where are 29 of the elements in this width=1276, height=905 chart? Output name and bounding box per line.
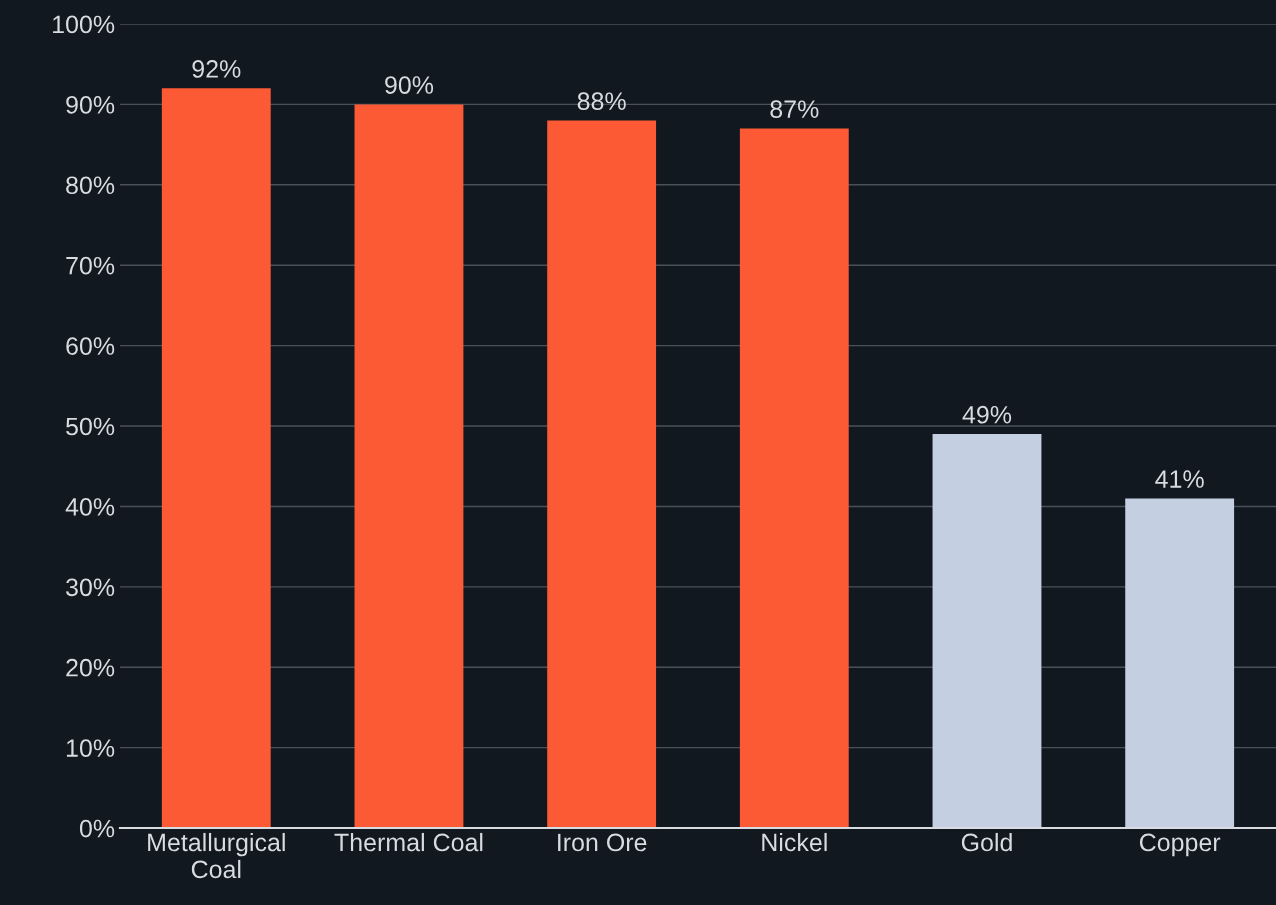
bar xyxy=(354,104,464,829)
y-tick-label: 40% xyxy=(65,498,115,516)
bar xyxy=(1125,498,1235,829)
y-tick-label: 70% xyxy=(66,256,115,275)
x-tick-label: Metallurgical Coal xyxy=(148,832,285,879)
y-tick-label: 50% xyxy=(66,417,115,436)
data-label: 49% xyxy=(962,405,1012,424)
y-tick-label: 0% xyxy=(79,819,115,838)
x-tick-label: Gold xyxy=(961,832,1012,852)
y-tick-label: 10% xyxy=(66,739,115,757)
data-label: 88% xyxy=(577,92,626,110)
bar xyxy=(932,434,1042,829)
y-tick-label: 80% xyxy=(66,176,115,195)
y-tick-label: 60% xyxy=(66,337,115,355)
y-tick-label: 90% xyxy=(66,95,115,114)
data-label: 41% xyxy=(1155,470,1204,488)
x-tick-label: Iron Ore xyxy=(558,833,647,852)
x-tick-label: Thermal Coal xyxy=(334,832,483,852)
data-label: 90% xyxy=(385,76,434,94)
x-tick-label: Nickel xyxy=(762,832,827,852)
bar xyxy=(547,120,657,829)
x-tick-label: Copper xyxy=(1139,833,1221,857)
bar xyxy=(739,128,849,829)
bar xyxy=(161,88,271,829)
y-tick-label: 20% xyxy=(66,658,115,677)
data-label: 92% xyxy=(192,60,241,78)
data-label: 87% xyxy=(770,100,819,119)
y-tick-label: 30% xyxy=(66,578,115,597)
y-tick-label: 100% xyxy=(53,15,115,34)
